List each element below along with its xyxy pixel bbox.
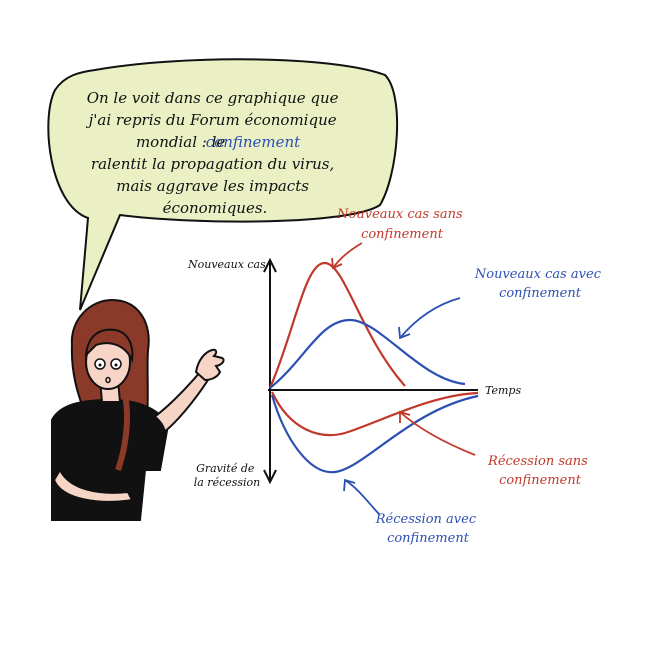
svg-text:Nouveaux cas avec confin: Nouveaux cas avec confinement [474,267,605,301]
annotation-cases-no-lockdown-line2: confinement [361,227,444,242]
bubble-line-6: économiques. [163,199,268,217]
annotation-recession-no-lockdown-line1: Récession sans [487,454,588,469]
annotation-recession-no-lockdown-line2: confinement [499,473,582,488]
annotation-cases-lockdown-line2: confinement [499,286,582,301]
svg-text:Récession sans confineme: Récession sans confinement [487,454,592,488]
annotation-cases-lockdown: Nouveaux cas avec confinement [398,267,605,340]
arrow-recession-no-lockdown [399,411,476,456]
annotation-recession-no-lockdown: Récession sans confinement [399,410,592,488]
arrow-cases-no-lockdown [332,242,363,269]
bubble-line-3: mondial : le [136,133,230,151]
character-woman [51,298,225,521]
hair-front [84,328,134,364]
braid [115,394,130,471]
svg-text:Récession avec confineme: Récession avec confinement [375,512,481,546]
speech-bubble: On le voit dans ce graphique que j'ai re… [47,58,399,311]
annotation-cases-no-lockdown: Nouveaux cas sans confinement [331,207,467,270]
x-axis-label: Temps [485,384,521,397]
y-top-label: Nouveaux cas [187,258,266,271]
lower-arm [52,467,134,503]
annotation-recession-lockdown-line1: Récession avec [375,512,477,527]
annotation-cases-no-lockdown-line1: Nouveaux cas sans [336,207,463,222]
arrow-cases-lockdown [399,297,461,339]
svg-text:On le voit dans ce graphique q: On le voit dans ce graphique que j'ai re… [86,89,344,217]
curve-recession-lockdown [270,394,479,474]
y-bottom-label-line2: la récession [194,476,261,489]
y-axis-down-arrow [263,469,277,485]
bubble-line-4: ralentit la propagation du virus, [91,155,334,173]
diagram-axes: Nouveaux cas Gravité de la récession Tem… [187,257,521,489]
curve-cases-lockdown [269,318,466,389]
curves [268,261,479,474]
curve-cases-no-lockdown [268,261,406,389]
bubble-highlight-confinement: confinement [206,133,301,151]
curve-recession-no-lockdown [271,391,479,437]
svg-text:Gravité de la récession: Gravité de la récession [194,462,261,489]
mouth [105,376,111,384]
bubble-line-5: mais aggrave les impacts [116,177,309,195]
bubble-line-1: On le voit dans ce graphique que [87,89,339,107]
y-bottom-label-line1: Gravité de [196,462,255,475]
y-axis-up-arrow [263,257,277,273]
svg-text:Nouveaux cas sans confin: Nouveaux cas sans confinement [336,207,467,242]
annotation-cases-lockdown-line1: Nouveaux cas avec [474,267,602,282]
annotation-recession-lockdown-line2: confinement [387,531,470,546]
open-hand [194,348,225,382]
sleeve [135,407,166,441]
annotation-recession-lockdown: Récession avec confinement [343,478,481,546]
bubble-line-2: j'ai repris du Forum économique [86,111,337,129]
arrow-recession-lockdown [344,479,381,516]
